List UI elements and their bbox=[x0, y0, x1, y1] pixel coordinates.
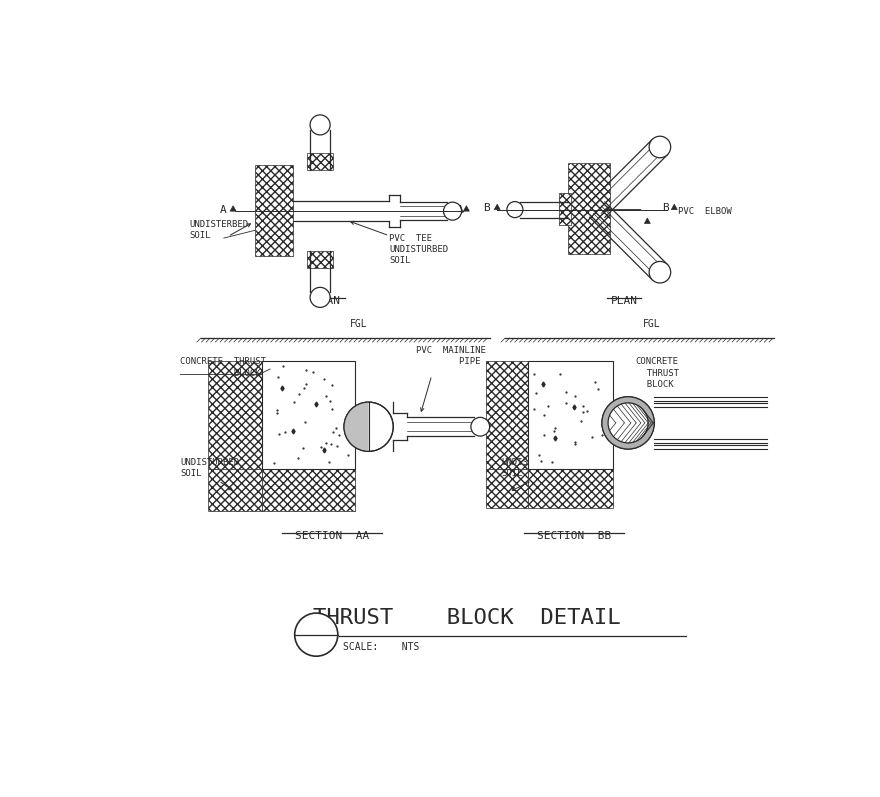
Bar bbox=[486, 361, 528, 469]
Bar bbox=[209, 469, 262, 512]
Text: FGL: FGL bbox=[642, 319, 660, 329]
Text: UNDISTURBED
SOIL: UNDISTURBED SOIL bbox=[501, 457, 561, 477]
Bar bbox=[486, 469, 528, 508]
Circle shape bbox=[602, 397, 654, 449]
Text: THRUST    BLOCK  DETAIL: THRUST BLOCK DETAIL bbox=[312, 608, 620, 629]
Text: FGL: FGL bbox=[349, 319, 368, 329]
Text: PVC  MAINLINE
        PIPE: PVC MAINLINE PIPE bbox=[416, 346, 487, 366]
Text: DET: DET bbox=[308, 624, 325, 633]
Circle shape bbox=[471, 418, 489, 436]
Bar bbox=[568, 163, 611, 254]
Text: UNDISTERBED
SOIL: UNDISTERBED SOIL bbox=[189, 221, 248, 241]
Text: PVC  ELBOW: PVC ELBOW bbox=[678, 206, 732, 215]
Text: PVC  TEE
UNDISTURBED
SOIL: PVC TEE UNDISTURBED SOIL bbox=[389, 234, 449, 265]
Bar bbox=[307, 153, 334, 171]
Text: A: A bbox=[220, 205, 227, 215]
Polygon shape bbox=[231, 206, 236, 211]
Text: A: A bbox=[458, 205, 464, 215]
Bar bbox=[262, 469, 355, 512]
Text: UNDISTURBED
SOIL: UNDISTURBED SOIL bbox=[180, 457, 239, 477]
Bar bbox=[528, 469, 612, 508]
Text: B: B bbox=[483, 203, 490, 214]
Bar bbox=[262, 361, 355, 469]
Bar bbox=[528, 361, 612, 469]
Circle shape bbox=[649, 261, 671, 283]
Polygon shape bbox=[671, 204, 678, 210]
Text: PLAN: PLAN bbox=[611, 296, 638, 306]
Bar bbox=[254, 165, 293, 256]
Bar bbox=[209, 361, 262, 469]
Polygon shape bbox=[464, 206, 469, 211]
Circle shape bbox=[608, 402, 648, 443]
Text: CONCRETE  THRUST
          BLOCK: CONCRETE THRUST BLOCK bbox=[180, 357, 266, 378]
Text: SECTION  BB: SECTION BB bbox=[537, 531, 612, 540]
Circle shape bbox=[507, 202, 523, 218]
Circle shape bbox=[649, 136, 671, 158]
Bar bbox=[559, 193, 571, 225]
Circle shape bbox=[444, 202, 461, 220]
Text: SECTION  AA: SECTION AA bbox=[295, 531, 369, 540]
Text: SCALE:    NTS: SCALE: NTS bbox=[343, 642, 420, 652]
Polygon shape bbox=[495, 204, 500, 210]
Circle shape bbox=[602, 397, 654, 449]
Circle shape bbox=[344, 402, 393, 451]
Circle shape bbox=[295, 613, 338, 656]
Polygon shape bbox=[644, 218, 650, 223]
Polygon shape bbox=[344, 402, 369, 451]
Text: PLAN: PLAN bbox=[314, 296, 341, 306]
Text: CONCRETE
  THRUST
  BLOCK: CONCRETE THRUST BLOCK bbox=[635, 357, 678, 389]
Text: 13: 13 bbox=[309, 636, 324, 650]
Bar bbox=[307, 251, 334, 268]
Circle shape bbox=[310, 115, 330, 135]
Circle shape bbox=[310, 288, 330, 308]
Text: B: B bbox=[662, 203, 669, 214]
